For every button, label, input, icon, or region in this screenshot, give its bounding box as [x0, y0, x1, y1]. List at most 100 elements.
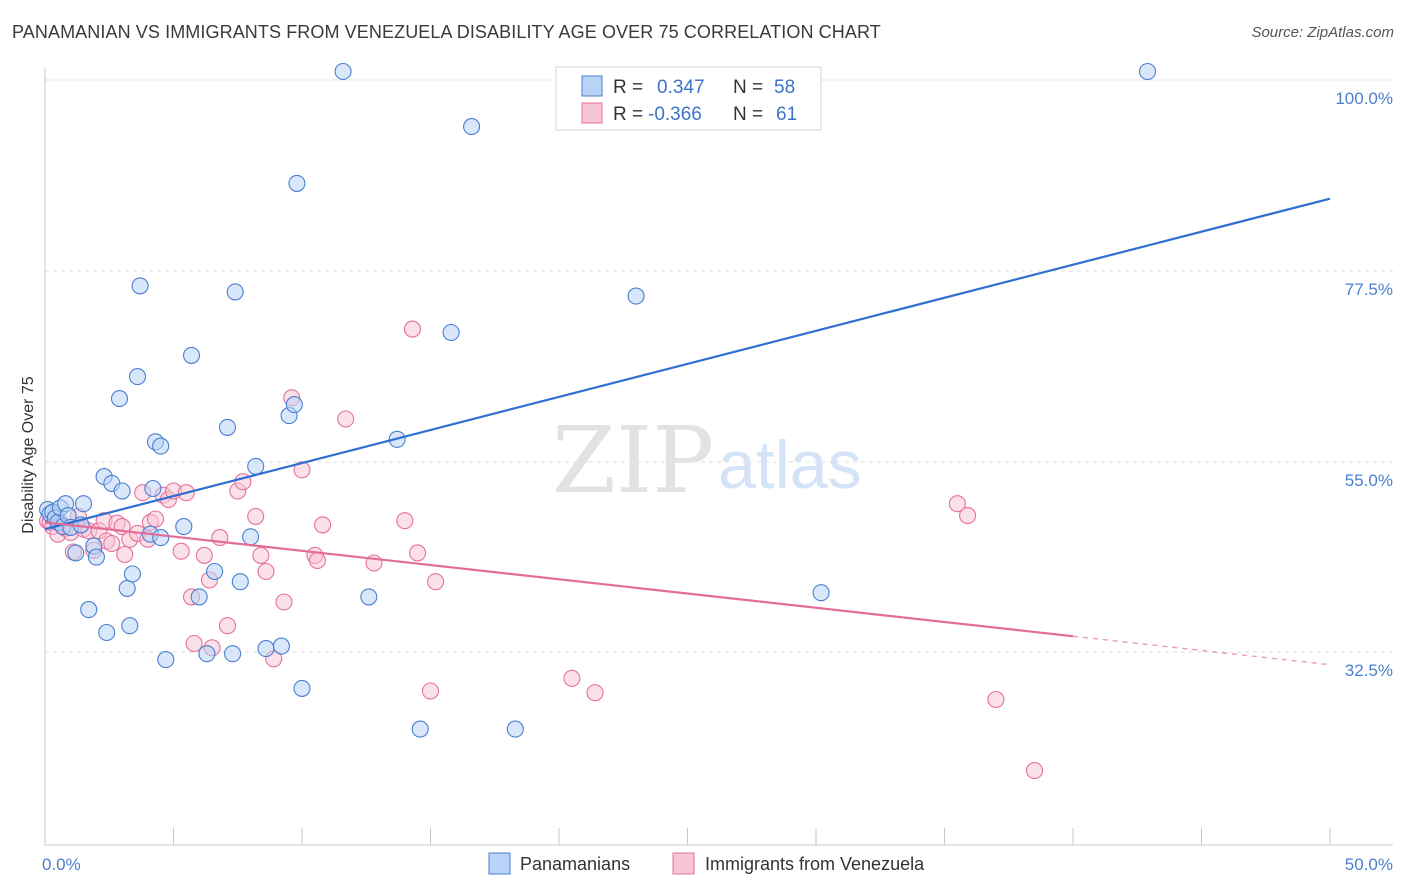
axes [44, 68, 1393, 846]
venezuela-point-48 [308, 551, 326, 570]
chart-title: PANAMANIAN VS IMMIGRANTS FROM VENEZUELA … [12, 22, 881, 42]
gridlines [45, 79, 1393, 653]
legend-r-label-2: R = [613, 104, 643, 125]
panamanian-point-25 [131, 277, 149, 295]
legend-n-value-1: 58 [774, 77, 795, 98]
venezuela-point-55 [427, 573, 445, 591]
venezuela-point-32 [185, 634, 203, 653]
panamanian-point-17 [98, 623, 116, 642]
series-legend: Panamanians Immigrants from Venezuela [488, 852, 925, 875]
panamanian-point-30 [152, 437, 170, 455]
series-venezuela-points [39, 320, 1044, 780]
x-ticks [44, 828, 1331, 845]
correlation-legend: R = 0.347 N = 58 R = -0.366 N = 61 [555, 66, 822, 131]
panamanian-point-52 [411, 720, 429, 738]
legend-n-value-2: 61 [776, 104, 797, 125]
venezuela-point-53 [409, 544, 427, 562]
series-panamanians-points [39, 62, 1157, 738]
venezuela-point-58 [586, 684, 604, 702]
venezuela-point-33 [195, 546, 213, 564]
panamanian-point-23 [123, 565, 141, 583]
venezuela-point-46 [293, 461, 311, 479]
venezuela-point-41 [252, 546, 270, 564]
venezuela-point-56 [403, 320, 422, 338]
source-credit: Source: ZipAtlas.com [1251, 24, 1394, 41]
venezuela-point-49 [314, 516, 332, 534]
panamanian-point-13 [80, 601, 98, 619]
panamanian-point-36 [206, 562, 224, 581]
legend-r-value-2: -0.366 [648, 104, 702, 125]
panamanian-point-38 [224, 645, 242, 663]
legend-r-value-1: 0.347 [657, 77, 705, 98]
panamanian-point-34 [190, 588, 208, 606]
panamanian-point-22 [121, 617, 139, 635]
panamanian-point-21 [118, 579, 136, 597]
legend-r-label-1: R = [613, 77, 643, 98]
panamanian-point-24 [128, 368, 147, 386]
panamanian-point-40 [231, 573, 249, 591]
panamanian-point-27 [144, 479, 162, 498]
x-tick-label-min: 0.0% [42, 855, 81, 874]
venezuela-point-40 [247, 507, 265, 525]
venezuela-point-62 [1025, 762, 1044, 780]
watermark-zip: ZIP [552, 407, 714, 514]
bottom-legend-label-venezuela: Immigrants from Venezuela [705, 854, 925, 874]
panamanian-point-33 [182, 346, 201, 364]
y-tick-labels: 32.5% 55.0% 77.5% 100.0% [1335, 89, 1393, 680]
venezuela-point-37 [218, 617, 237, 635]
bottom-legend-swatch-pink [672, 852, 695, 875]
panamanian-point-32 [175, 518, 193, 536]
panamanian-point-49 [334, 62, 352, 81]
panamanian-point-42 [247, 457, 265, 475]
panamanian-point-39 [226, 283, 244, 301]
venezuela-trend-extension [1072, 635, 1331, 666]
panamanian-point-15 [87, 548, 105, 566]
venezuela-point-61 [987, 690, 1005, 709]
venezuela-point-42 [257, 562, 275, 581]
panamanian-point-55 [506, 720, 524, 738]
panamanian-point-19 [110, 390, 129, 408]
panamanian-trend-line [44, 197, 1331, 531]
bottom-legend-swatch-blue [488, 852, 511, 875]
y-tick-label-2: 77.5% [1345, 280, 1393, 299]
y-tick-label-3: 100.0% [1335, 89, 1393, 108]
panamanian-point-48 [293, 679, 311, 697]
trend-lines [44, 197, 1331, 666]
y-tick-label-1: 55.0% [1345, 471, 1393, 490]
legend-swatch-blue [581, 75, 603, 97]
panamanian-point-41 [242, 528, 260, 546]
panamanian-point-47 [288, 174, 306, 192]
panamanian-point-12 [74, 495, 93, 513]
venezuela-point-16 [103, 534, 121, 553]
panamanian-point-57 [812, 584, 830, 602]
panamanian-point-31 [157, 651, 175, 669]
x-tick-label-max: 50.0% [1345, 855, 1393, 874]
venezuela-point-52 [396, 512, 414, 530]
venezuela-point-59 [948, 495, 966, 513]
panamanian-point-29 [152, 529, 170, 547]
venezuela-point-57 [563, 669, 581, 687]
panamanian-point-56 [627, 287, 645, 305]
legend-swatch-pink [581, 102, 603, 124]
venezuela-point-44 [275, 593, 293, 611]
legend-n-label-2: N = [733, 104, 763, 125]
panamanian-point-54 [463, 118, 481, 136]
panamanian-point-37 [218, 418, 237, 436]
panamanian-point-35 [198, 645, 216, 663]
y-tick-label-0: 32.5% [1345, 661, 1393, 680]
panamanian-point-53 [442, 323, 460, 342]
watermark-atlas: atlas [718, 427, 862, 503]
y-axis-title: Disability Age Over 75 [20, 376, 37, 534]
panamanian-point-44 [272, 637, 290, 655]
venezuela-point-25 [146, 510, 165, 528]
venezuela-point-60 [959, 507, 977, 525]
panamanian-point-50 [360, 588, 378, 606]
legend-n-label-1: N = [733, 77, 763, 98]
panamanian-point-20 [113, 482, 131, 500]
venezuela-point-54 [421, 682, 440, 700]
venezuela-point-19 [116, 545, 134, 564]
panamanian-point-10 [67, 544, 85, 562]
bottom-legend-label-panamanians: Panamanians [520, 854, 630, 874]
panamanian-point-43 [257, 640, 275, 658]
